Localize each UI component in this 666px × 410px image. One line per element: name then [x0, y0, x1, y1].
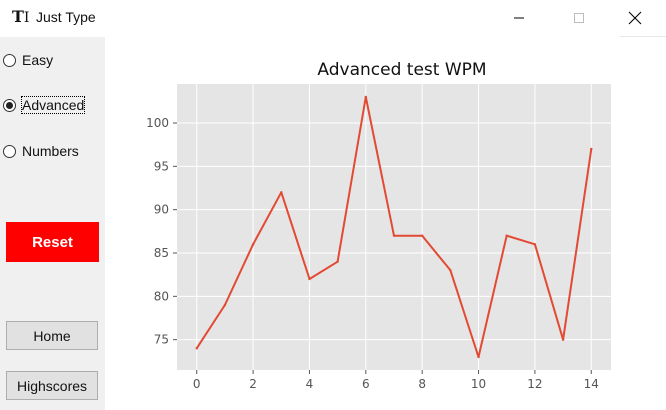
wpm-point — [364, 95, 368, 99]
y-tick-label: 100 — [146, 116, 169, 130]
radio-easy[interactable]: Easy — [3, 52, 53, 68]
y-tick-label: 95 — [154, 159, 169, 173]
wpm-point — [505, 234, 508, 237]
wpm-point — [251, 243, 255, 246]
wpm-point — [561, 338, 565, 341]
x-tick-label: 0 — [193, 377, 201, 391]
wpm-point — [223, 303, 227, 307]
maximize-icon — [574, 13, 584, 23]
reset-button[interactable]: Reset — [6, 222, 99, 262]
title-bar: TI Just Type — [0, 0, 666, 36]
radio-advanced[interactable]: Advanced — [3, 96, 86, 114]
titlebar-divider — [620, 36, 666, 37]
wpm-point — [195, 347, 198, 350]
wpm-point — [336, 260, 339, 263]
wpm-point — [420, 234, 424, 237]
minimize-button[interactable] — [496, 0, 542, 36]
window-title: Just Type — [36, 9, 96, 25]
radio-indicator — [3, 53, 16, 67]
x-tick-label: 2 — [249, 377, 257, 391]
highscores-button[interactable]: Highscores — [6, 371, 98, 400]
wpm-point — [308, 277, 311, 281]
radio-indicator-selected — [3, 98, 16, 112]
radio-numbers[interactable]: Numbers — [3, 143, 79, 159]
wpm-point — [449, 269, 452, 272]
x-tick-label: 14 — [584, 377, 599, 391]
wpm-point — [590, 147, 593, 151]
y-tick-label: 85 — [154, 246, 169, 260]
x-tick-label: 10 — [471, 377, 486, 391]
y-tick-label: 80 — [154, 289, 169, 303]
y-tick-label: 75 — [154, 333, 169, 347]
close-button[interactable] — [612, 0, 658, 36]
x-tick-label: 4 — [306, 377, 314, 391]
minimize-icon — [514, 17, 524, 19]
home-button[interactable]: Home — [6, 321, 98, 350]
radio-label: Numbers — [22, 143, 79, 159]
wpm-point — [533, 243, 537, 246]
chart-title: Advanced test WPM — [317, 60, 486, 80]
tk-feather-icon: TI — [12, 7, 30, 26]
x-tick-label: 6 — [362, 377, 370, 391]
sidebar: Easy Advanced Numbers Reset Home Highsco… — [0, 37, 105, 410]
radio-label: Advanced — [20, 96, 86, 114]
wpm-point — [392, 234, 396, 237]
x-tick-label: 8 — [418, 377, 426, 391]
wpm-point — [280, 191, 283, 194]
wpm-point — [477, 355, 480, 359]
x-tick-label: 12 — [527, 377, 542, 391]
radio-indicator — [3, 144, 16, 158]
close-icon — [628, 11, 642, 25]
wpm-chart: Advanced test WPM 0 2 4 6 8 10 12 14 75 80 85 90 95 1… — [146, 60, 611, 391]
radio-label: Easy — [22, 52, 54, 68]
y-tick-label: 90 — [154, 203, 169, 217]
maximize-button[interactable] — [556, 0, 602, 36]
plot-area — [177, 84, 611, 370]
